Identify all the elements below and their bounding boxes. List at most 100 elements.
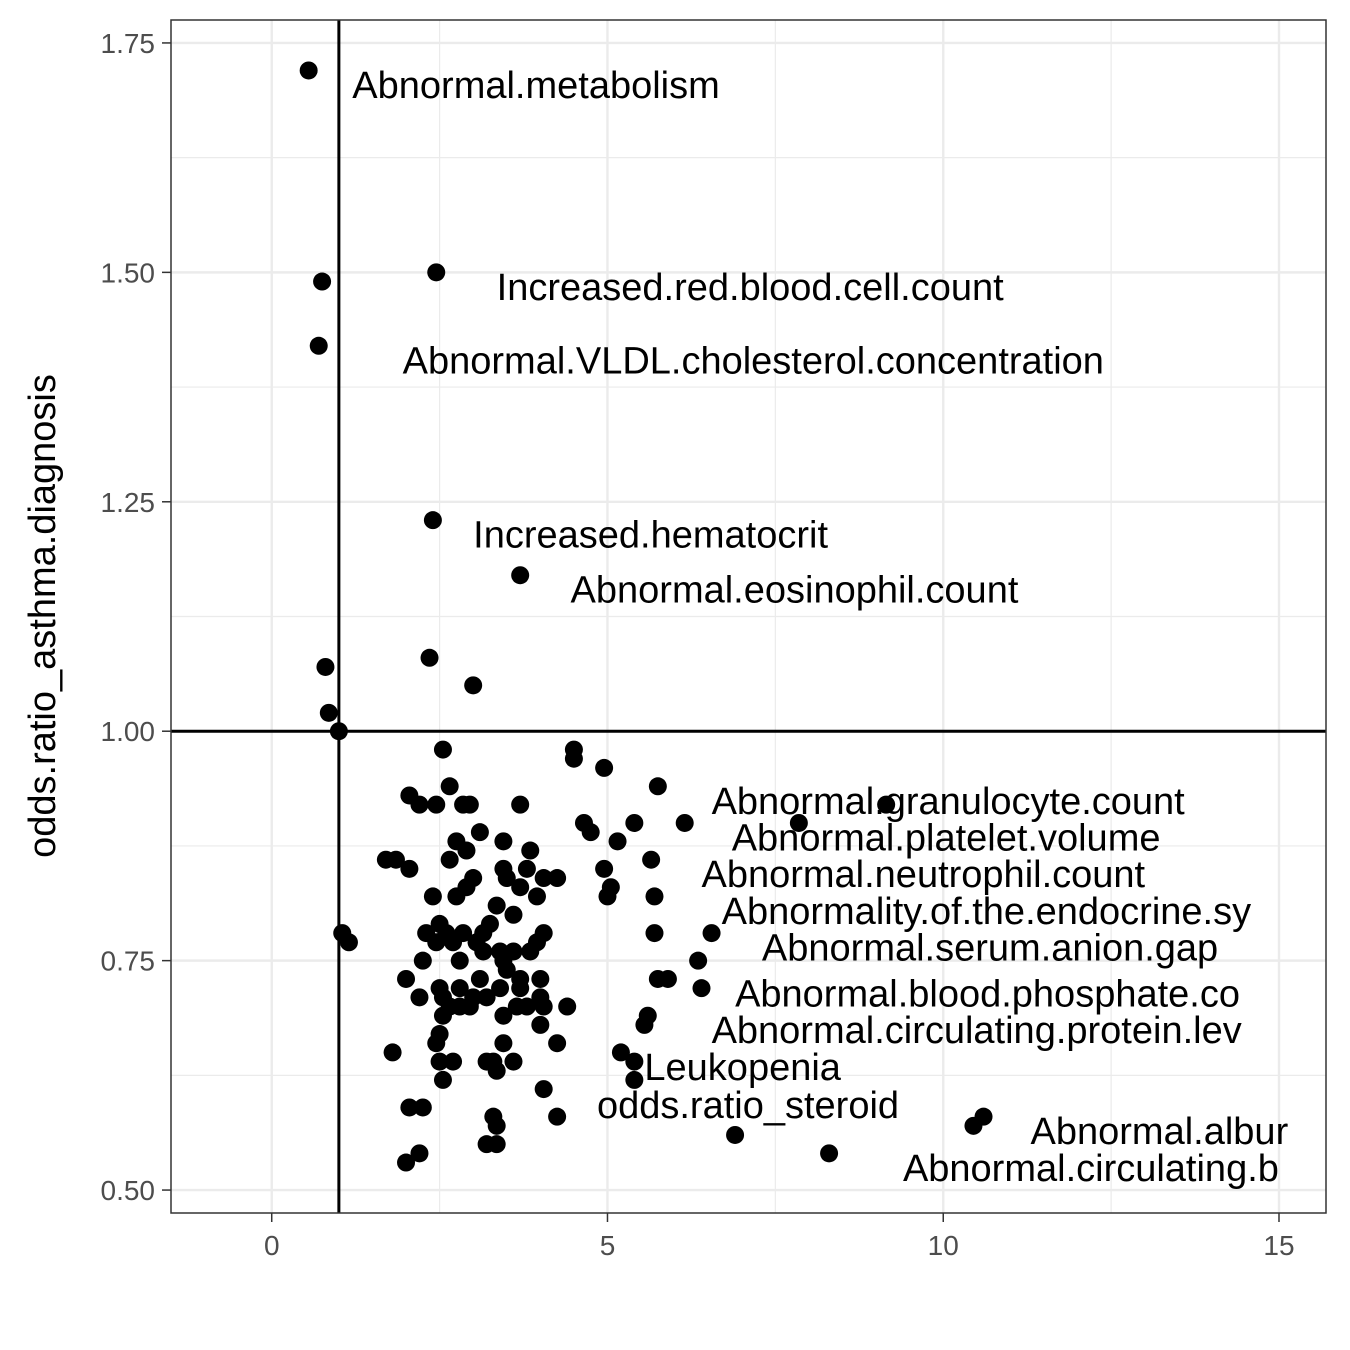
data-point: [675, 813, 694, 832]
point-label: Leukopenia: [644, 1047, 841, 1089]
data-point: [410, 795, 429, 814]
data-point: [487, 1135, 506, 1154]
data-point: [702, 924, 721, 943]
data-point: [444, 1052, 463, 1071]
data-point: [430, 1052, 449, 1071]
data-point: [642, 850, 661, 869]
grid-lines: [171, 20, 1326, 1213]
data-point: [339, 933, 358, 952]
data-point: [726, 1125, 745, 1144]
axes: 0 5 10 15 0.50 0.75 1.00 1.25 1.50 1.75: [101, 28, 1295, 1261]
data-point: [450, 951, 469, 970]
data-point: [548, 1034, 567, 1053]
data-point: [494, 832, 513, 851]
y-tick-label: 1.25: [101, 487, 156, 518]
data-point: [470, 823, 489, 842]
data-point: [521, 841, 540, 860]
data-point: [527, 887, 546, 906]
x-tick-label: 15: [1263, 1230, 1294, 1261]
panel-border: [170, 19, 1327, 1214]
data-point: [400, 1098, 419, 1117]
data-point: [517, 997, 536, 1016]
data-point: [413, 951, 432, 970]
data-point: [625, 1070, 644, 1089]
data-point: [491, 979, 510, 998]
data-point: [558, 997, 577, 1016]
data-point: [487, 1061, 506, 1080]
data-point: [410, 1144, 429, 1163]
data-points: [299, 61, 993, 1172]
data-point: [564, 749, 583, 768]
data-point: [692, 979, 711, 998]
point-label: Abnormal.metabolism: [352, 65, 719, 107]
data-point: [427, 1034, 446, 1053]
data-point: [433, 1070, 452, 1089]
data-point: [329, 722, 348, 741]
data-point: [548, 869, 567, 888]
data-point: [598, 887, 617, 906]
data-point: [423, 887, 442, 906]
data-point: [474, 924, 493, 943]
point-labels: Abnormal.metabolism Increased.red.blood.c…: [352, 65, 1288, 1190]
data-point: [534, 1080, 553, 1099]
data-point: [531, 1015, 550, 1034]
point-label: Abnormal.circulating.protein.lev: [712, 1010, 1242, 1052]
data-point: [611, 1043, 630, 1062]
data-point: [517, 859, 536, 878]
data-point: [548, 1107, 567, 1126]
data-point: [400, 859, 419, 878]
data-point: [316, 657, 335, 676]
data-point: [397, 1153, 416, 1172]
x-tick-label: 10: [928, 1230, 959, 1261]
data-point: [658, 969, 677, 988]
y-tick-label: 1.50: [101, 257, 156, 288]
y-tick-label: 1.00: [101, 716, 156, 747]
x-tick-label: 0: [264, 1230, 280, 1261]
data-point: [313, 272, 332, 291]
data-point: [477, 988, 496, 1007]
data-point: [608, 832, 627, 851]
data-point: [487, 1116, 506, 1135]
point-label: Abnormal.blood.phosphate.co: [735, 974, 1240, 1016]
point-label: Abnormal.circulating.b: [903, 1148, 1279, 1190]
point-label: Abnormal.platelet.volume: [732, 818, 1161, 860]
data-point: [319, 703, 338, 722]
data-point: [689, 951, 708, 970]
data-point: [974, 1107, 993, 1126]
data-point: [504, 905, 523, 924]
data-point: [497, 869, 516, 888]
point-label: Abnormal.VLDL.cholesterol.concentration: [403, 340, 1104, 382]
y-axis-title: odds.ratio_asthma.diagnosis: [22, 374, 64, 858]
data-point: [511, 878, 530, 897]
data-point: [534, 997, 553, 1016]
data-point: [460, 997, 479, 1016]
x-axis-title: odds.ratio_steroid: [597, 1085, 899, 1127]
data-point: [487, 896, 506, 915]
point-label: Abnormality.of.the.endocrine.sy: [722, 891, 1251, 933]
data-point: [440, 850, 459, 869]
data-point: [309, 336, 328, 355]
data-point: [494, 1006, 513, 1025]
data-point: [413, 1098, 432, 1117]
data-point: [423, 511, 442, 530]
data-point: [420, 648, 439, 667]
data-point: [494, 1034, 513, 1053]
data-point: [625, 813, 644, 832]
data-point: [397, 969, 416, 988]
data-point: [386, 850, 405, 869]
data-point: [433, 1006, 452, 1025]
point-label: Abnormal.albur: [1031, 1111, 1289, 1153]
data-point: [595, 859, 614, 878]
y-tick-label: 0.50: [101, 1175, 156, 1206]
data-point: [433, 740, 452, 759]
point-label: Abnormal.granulocyte.count: [712, 781, 1186, 823]
data-point: [595, 758, 614, 777]
data-point: [460, 795, 479, 814]
point-label: Abnormal.serum.anion.gap: [762, 928, 1218, 970]
data-point: [450, 979, 469, 998]
data-point: [531, 969, 550, 988]
data-point: [504, 1052, 523, 1071]
data-point: [454, 924, 473, 943]
data-point: [534, 869, 553, 888]
